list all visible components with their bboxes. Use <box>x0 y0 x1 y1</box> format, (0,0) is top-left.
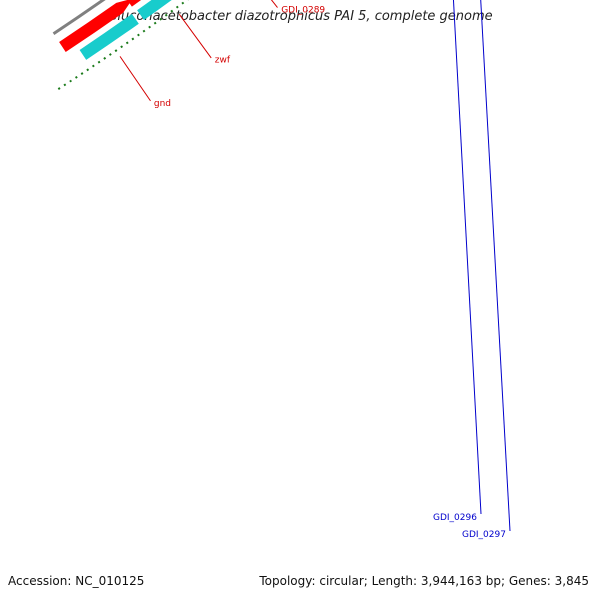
outer-scale-tick <box>125 41 129 45</box>
outer-scale-tick <box>131 37 135 41</box>
gene-label: zwf <box>215 56 231 66</box>
gene-label: GDI_0297 <box>462 530 506 540</box>
gene-segment-gnd <box>79 13 139 60</box>
outer-scale-tick <box>108 53 112 56</box>
outer-scale-tick <box>181 1 185 5</box>
gene-label: GDI_0296 <box>433 513 477 523</box>
outer-scale-tick <box>91 64 95 68</box>
map-title: Gluconacetobacter diazotrophicus PAI 5, … <box>107 9 493 24</box>
outer-scale-tick <box>164 13 168 17</box>
outer-scale-tick <box>175 5 179 9</box>
gene-label: gnd <box>154 99 171 109</box>
genome-summary-text: Topology: circular; Length: 3,944,163 bp… <box>259 574 589 588</box>
outer-scale-tick <box>74 75 78 79</box>
gene-leader-line <box>178 14 212 59</box>
outer-scale-tick <box>153 21 157 25</box>
outer-scale-tick <box>80 72 84 75</box>
cds-arrow-gnd <box>59 0 132 52</box>
outer-scale-tick <box>114 49 118 53</box>
outer-scale-tick <box>142 29 146 33</box>
outer-scale-tick <box>57 87 61 90</box>
outer-scale-tick <box>69 79 72 83</box>
gene-leader-line <box>270 0 278 8</box>
accession-text: Accession: NC_010125 <box>8 574 145 588</box>
outer-scale-tick <box>159 17 163 21</box>
outer-scale-tick <box>170 9 174 13</box>
outer-scale-tick <box>63 83 67 87</box>
outer-scale-tick <box>97 60 101 64</box>
gene-label: GDI_0289 <box>281 5 325 15</box>
gene-leader-line <box>480 0 511 532</box>
outer-scale-tick <box>137 33 140 37</box>
outer-scale-tick <box>86 68 90 72</box>
outer-scale-tick <box>103 56 107 60</box>
outer-scale-tick <box>120 45 124 49</box>
gene-leader-line <box>452 0 482 515</box>
gene-leader-line <box>119 56 151 102</box>
outer-scale-tick <box>148 25 151 29</box>
cds-arrow-zwf <box>127 0 142 7</box>
gene-segment-zwf <box>137 0 172 20</box>
